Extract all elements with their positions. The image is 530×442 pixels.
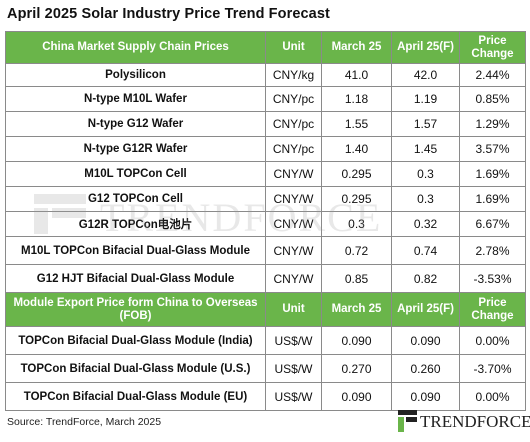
unit-cell: CNY/W: [265, 264, 322, 293]
header-price-change: Price Change: [459, 31, 526, 64]
table-row: N-type G12R Wafer CNY/pc 1.40 1.45 3.57%: [5, 136, 526, 162]
item-name: N-type G12 Wafer: [5, 111, 266, 137]
unit-cell: CNY/pc: [265, 136, 322, 162]
price-change-cell: 2.44%: [459, 63, 526, 87]
april-price-cell: 1.57: [391, 111, 460, 137]
unit-cell: CNY/pc: [265, 86, 322, 112]
trendforce-logo-mark-icon: [398, 410, 417, 432]
table-row: G12R TOPCon电池片 CNY/W 0.3 0.32 6.67%: [5, 211, 526, 237]
march-price-cell: 1.55: [321, 111, 392, 137]
china-market-header-row: China Market Supply Chain Prices Unit Ma…: [5, 31, 526, 64]
item-name: G12 TOPCon Cell: [5, 186, 266, 212]
trendforce-logo-text: TRENDFORCE: [420, 412, 530, 431]
trendforce-logo: TRENDFORCE: [398, 408, 530, 434]
april-price-cell: 1.45: [391, 136, 460, 162]
april-price-cell: 0.3: [391, 161, 460, 187]
april-price-cell: 0.260: [391, 354, 460, 383]
unit-cell: US$/W: [265, 326, 322, 355]
march-price-cell: 0.85: [321, 264, 392, 293]
table-row: TOPCon Bifacial Dual-Glass Module (India…: [5, 326, 526, 355]
table-row: N-type M10L Wafer CNY/pc 1.18 1.19 0.85%: [5, 86, 526, 112]
march-price-cell: 41.0: [321, 63, 392, 87]
unit-cell: CNY/W: [265, 211, 322, 237]
item-name: N-type G12R Wafer: [5, 136, 266, 162]
export-price-header-row: Module Export Price form China to Overse…: [5, 292, 526, 327]
april-price-cell: 1.19: [391, 86, 460, 112]
price-change-cell: 0.85%: [459, 86, 526, 112]
unit-cell: CNY/W: [265, 236, 322, 265]
price-change-cell: 3.57%: [459, 136, 526, 162]
price-table: China Market Supply Chain Prices Unit Ma…: [5, 31, 526, 411]
header-unit: Unit: [265, 31, 322, 64]
item-name: M10L TOPCon Cell: [5, 161, 266, 187]
march-price-cell: 0.3: [321, 211, 392, 237]
table-row: N-type G12 Wafer CNY/pc 1.55 1.57 1.29%: [5, 111, 526, 137]
march-price-cell: 1.18: [321, 86, 392, 112]
march-price-cell: 1.40: [321, 136, 392, 162]
price-change-cell: 0.00%: [459, 326, 526, 355]
item-name: Polysilicon: [5, 63, 266, 87]
table-row: TOPCon Bifacial Dual-Glass Module (EU) U…: [5, 382, 526, 411]
march-price-cell: 0.090: [321, 382, 392, 411]
march-price-cell: 0.090: [321, 326, 392, 355]
price-change-cell: 0.00%: [459, 382, 526, 411]
price-change-cell: 6.67%: [459, 211, 526, 237]
price-change-cell: 1.69%: [459, 161, 526, 187]
march-price-cell: 0.72: [321, 236, 392, 265]
table-row: G12 TOPCon Cell CNY/W 0.295 0.3 1.69%: [5, 186, 526, 212]
march-price-cell: 0.295: [321, 161, 392, 187]
april-price-cell: 42.0: [391, 63, 460, 87]
april-price-cell: 0.32: [391, 211, 460, 237]
march-price-cell: 0.270: [321, 354, 392, 383]
source-note: Source: TrendForce, March 2025: [7, 416, 162, 428]
table-row: TOPCon Bifacial Dual-Glass Module (U.S.)…: [5, 354, 526, 383]
price-change-cell: 1.69%: [459, 186, 526, 212]
table-row: M10L TOPCon Bifacial Dual-Glass Module C…: [5, 236, 526, 265]
header-unit: Unit: [265, 292, 322, 327]
header-price-change: Price Change: [459, 292, 526, 327]
unit-cell: CNY/W: [265, 161, 322, 187]
march-price-cell: 0.295: [321, 186, 392, 212]
header-module-export-price: Module Export Price form China to Overse…: [5, 292, 266, 327]
price-change-cell: -3.53%: [459, 264, 526, 293]
header-march-25: March 25: [321, 31, 392, 64]
item-name: TOPCon Bifacial Dual-Glass Module (India…: [5, 326, 266, 355]
price-change-cell: 1.29%: [459, 111, 526, 137]
april-price-cell: 0.3: [391, 186, 460, 212]
april-price-cell: 0.090: [391, 326, 460, 355]
april-price-cell: 0.82: [391, 264, 460, 293]
unit-cell: US$/W: [265, 354, 322, 383]
price-change-cell: -3.70%: [459, 354, 526, 383]
unit-cell: US$/W: [265, 382, 322, 411]
april-price-cell: 0.74: [391, 236, 460, 265]
item-name: M10L TOPCon Bifacial Dual-Glass Module: [5, 236, 266, 265]
april-price-cell: 0.090: [391, 382, 460, 411]
item-name: G12 HJT Bifacial Dual-Glass Module: [5, 264, 266, 293]
header-april-25-forecast: April 25(F): [391, 292, 460, 327]
item-name: G12R TOPCon电池片: [5, 211, 266, 237]
unit-cell: CNY/W: [265, 186, 322, 212]
item-name: TOPCon Bifacial Dual-Glass Module (U.S.): [5, 354, 266, 383]
item-name: N-type M10L Wafer: [5, 86, 266, 112]
table-row: M10L TOPCon Cell CNY/W 0.295 0.3 1.69%: [5, 161, 526, 187]
header-april-25-forecast: April 25(F): [391, 31, 460, 64]
price-change-cell: 2.78%: [459, 236, 526, 265]
price-table-container: China Market Supply Chain Prices Unit Ma…: [5, 31, 526, 411]
unit-cell: CNY/kg: [265, 63, 322, 87]
header-march-25: March 25: [321, 292, 392, 327]
page-title: April 2025 Solar Industry Price Trend Fo…: [7, 6, 330, 22]
header-china-market-supply-chain-prices: China Market Supply Chain Prices: [5, 31, 266, 64]
unit-cell: CNY/pc: [265, 111, 322, 137]
table-row: Polysilicon CNY/kg 41.0 42.0 2.44%: [5, 63, 526, 87]
table-row: G12 HJT Bifacial Dual-Glass Module CNY/W…: [5, 264, 526, 293]
item-name: TOPCon Bifacial Dual-Glass Module (EU): [5, 382, 266, 411]
